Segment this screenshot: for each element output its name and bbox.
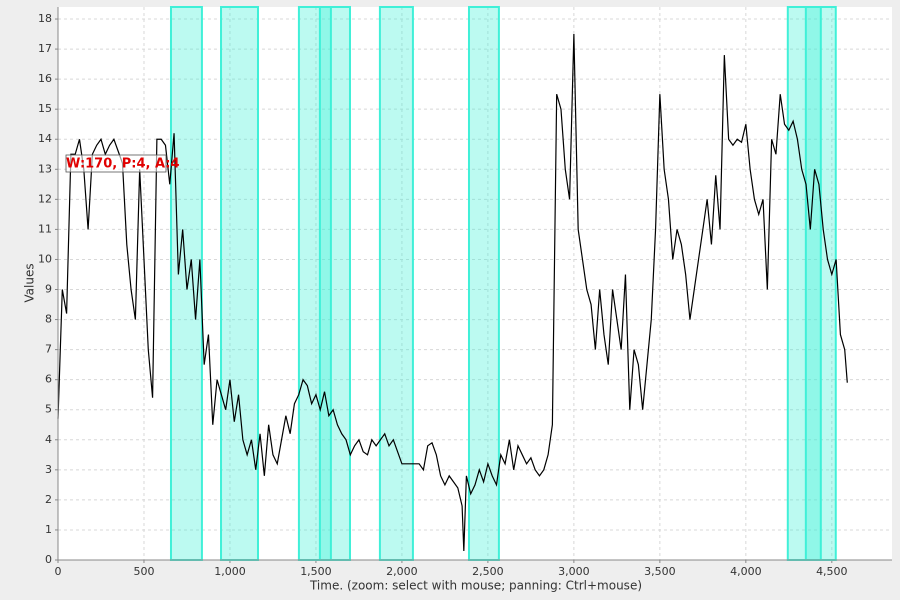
x-axis-label: Time. (zoom: select with mouse; panning:… (309, 579, 642, 593)
x-tick-label: 2,000 (386, 565, 418, 578)
y-tick-label: 16 (38, 72, 52, 85)
y-axis-label: Values (23, 263, 37, 302)
y-tick-label: 11 (38, 222, 52, 235)
y-tick-label: 9 (45, 283, 52, 296)
plot-area (58, 7, 892, 560)
y-tick-label: 8 (45, 313, 52, 326)
x-tick-label: 3,000 (558, 565, 590, 578)
x-tick-label: 1,000 (214, 565, 246, 578)
highlight-band (220, 6, 259, 561)
highlight-band (378, 6, 414, 561)
y-tick-label: 3 (45, 463, 52, 476)
y-tick-label: 18 (38, 12, 52, 25)
y-tick-label: 6 (45, 373, 52, 386)
y-tick-label: 14 (38, 132, 52, 145)
y-tick-label: 15 (38, 102, 52, 115)
y-tick-label: 5 (45, 403, 52, 416)
y-tick-label: 13 (38, 162, 52, 175)
y-tick-label: 17 (38, 42, 52, 55)
y-tick-label: 4 (45, 433, 52, 446)
annotation: W:170, P:4, A:4 (66, 157, 180, 172)
y-tick-label: 10 (38, 252, 52, 265)
highlight-band (804, 6, 837, 561)
highlight-band (467, 6, 500, 561)
y-tick-label: 1 (45, 523, 52, 536)
x-tick-label: 500 (133, 565, 154, 578)
annotation-box (65, 154, 167, 173)
y-tick-label: 12 (38, 192, 52, 205)
y-tick-label: 2 (45, 493, 52, 506)
y-tick-label: 0 (45, 553, 52, 566)
y-tick-label: 7 (45, 343, 52, 356)
x-tick-label: 2,500 (472, 565, 504, 578)
x-tick-label: 1,500 (300, 565, 332, 578)
x-tick-label: 0 (55, 565, 62, 578)
x-tick-label: 4,500 (816, 565, 848, 578)
x-tick-label: 3,500 (644, 565, 676, 578)
highlight-band (318, 6, 351, 561)
x-tick-label: 4,000 (730, 565, 762, 578)
series-line (57, 34, 848, 552)
